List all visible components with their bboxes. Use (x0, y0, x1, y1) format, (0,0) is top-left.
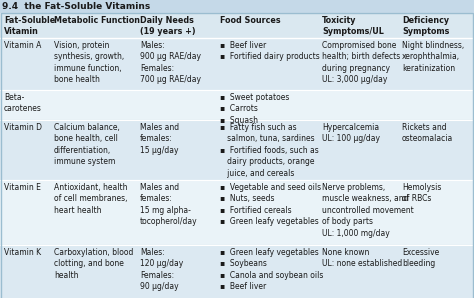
Bar (0, 180, 474, 245)
Text: Vitamin E: Vitamin E (4, 183, 41, 192)
Text: Rickets and
osteomalacia: Rickets and osteomalacia (402, 123, 453, 143)
Text: ▪  Green leafy vegetables
▪  Soybeans
▪  Canola and soybean oils
▪  Beef liver: ▪ Green leafy vegetables ▪ Soybeans ▪ Ca… (220, 248, 323, 291)
Text: Toxicity
Symptoms/UL: Toxicity Symptoms/UL (322, 16, 384, 36)
Text: Males and
females:
15 mg alpha-
tocopherol/day: Males and females: 15 mg alpha- tocopher… (140, 183, 198, 226)
Text: Antioxidant, health
of cell membranes,
heart health: Antioxidant, health of cell membranes, h… (54, 183, 128, 215)
Text: Beta-
carotenes: Beta- carotenes (4, 93, 42, 114)
Text: ▪  Beef liver
▪  Fortified dairy products: ▪ Beef liver ▪ Fortified dairy products (220, 41, 320, 61)
Text: 9.4  the Fat-Soluble Vitamins: 9.4 the Fat-Soluble Vitamins (2, 2, 150, 11)
Text: Nerve problems,
muscle weakness, and
uncontrolled movement
of body parts
UL: 1,0: Nerve problems, muscle weakness, and unc… (322, 183, 414, 238)
Text: Vision, protein
synthesis, growth,
immune function,
bone health: Vision, protein synthesis, growth, immun… (54, 41, 124, 84)
Bar (0, 245, 474, 298)
Bar (0, 38, 474, 90)
Bar (0, 0, 474, 13)
Text: Calcium balance,
bone health, cell
differentiation,
immune system: Calcium balance, bone health, cell diffe… (54, 123, 120, 166)
Text: Food Sources: Food Sources (220, 16, 281, 25)
Text: ▪  Vegetable and seed oils
▪  Nuts, seeds
▪  Fortified cereals
▪  Green leafy ve: ▪ Vegetable and seed oils ▪ Nuts, seeds … (220, 183, 321, 226)
Text: Hypercalcemia
UL: 100 μg/day: Hypercalcemia UL: 100 μg/day (322, 123, 380, 143)
Text: Vitamin D: Vitamin D (4, 123, 42, 132)
Text: ▪  Fatty fish such as
   salmon, tuna, sardines
▪  Fortified foods, such as
   d: ▪ Fatty fish such as salmon, tuna, sardi… (220, 123, 319, 178)
Bar (0, 90, 474, 120)
Bar (0, 120, 474, 180)
Text: None known
UL: none established: None known UL: none established (322, 248, 402, 268)
Text: Males and
females:
15 μg/day: Males and females: 15 μg/day (140, 123, 179, 155)
Text: Compromised bone
health; birth defects
during pregnancy
UL: 3,000 μg/day: Compromised bone health; birth defects d… (322, 41, 400, 84)
Text: Excessive
bleeding: Excessive bleeding (402, 248, 439, 268)
Text: Night blindness,
xerophthalmia,
keratinization: Night blindness, xerophthalmia, keratini… (402, 41, 464, 73)
Text: Males:
900 μg RAE/day
Females:
700 μg RAE/day: Males: 900 μg RAE/day Females: 700 μg RA… (140, 41, 201, 84)
Text: ▪  Sweet potatoes
▪  Carrots
▪  Squash: ▪ Sweet potatoes ▪ Carrots ▪ Squash (220, 93, 289, 125)
Bar (0, 13, 474, 38)
Text: Vitamin A: Vitamin A (4, 41, 41, 50)
Text: Fat-Soluble
Vitamin: Fat-Soluble Vitamin (4, 16, 55, 36)
Text: Metabolic Function: Metabolic Function (54, 16, 140, 25)
Text: Carboxylation, blood
clotting, and bone
health: Carboxylation, blood clotting, and bone … (54, 248, 133, 280)
Text: Males:
120 μg/day
Females:
90 μg/day: Males: 120 μg/day Females: 90 μg/day (140, 248, 183, 291)
Text: Hemolysis
of RBCs: Hemolysis of RBCs (402, 183, 441, 204)
Text: Vitamin K: Vitamin K (4, 248, 41, 257)
Text: Daily Needs
(19 years +): Daily Needs (19 years +) (140, 16, 196, 36)
Text: Deficiency
Symptoms: Deficiency Symptoms (402, 16, 449, 36)
